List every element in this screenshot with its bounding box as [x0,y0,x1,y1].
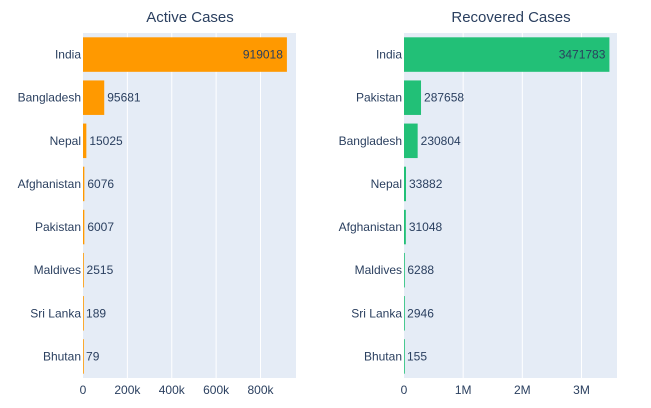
bar [404,209,406,245]
data-label: 6007 [87,220,114,234]
category-label: Nepal [50,134,81,148]
category-label: Afghanistan [339,220,402,234]
category-label: Bhutan [364,349,402,363]
category-label: Bangladesh [339,134,402,148]
category-label: Maldives [34,263,81,277]
x-tick-label: 0 [80,383,87,397]
data-label: 79 [86,349,100,363]
data-label: 230804 [421,134,461,148]
category-label: Pakistan [35,220,81,234]
plot-background [83,33,296,378]
bar [83,166,85,202]
x-tick-label: 600k [203,383,230,397]
category-label: Nepal [371,177,402,191]
category-label: Sri Lanka [351,306,402,320]
data-label: 189 [86,306,106,320]
bar [404,296,405,331]
bar [83,123,87,159]
bar [404,252,405,288]
data-label: 155 [407,349,427,363]
bar [404,166,407,202]
data-label: 2946 [407,306,434,320]
bar [83,209,85,245]
data-label: 2515 [87,263,114,277]
subplot-1: Active Cases India 919018 Bangladesh 95681 Ne… [18,9,296,397]
bar [83,37,287,72]
data-label: 95681 [107,91,141,105]
chart-title: Active Cases [146,9,234,26]
data-label: 31048 [409,220,443,234]
bar [83,252,84,288]
category-label: Afghanistan [18,177,81,191]
category-label: Maldives [355,263,402,277]
data-label: 919018 [243,48,283,62]
category-label: India [376,48,402,62]
subplot-2: Recovered Cases India 3471783 Pakistan 28765… [339,9,617,397]
category-label: Sri Lanka [30,306,81,320]
x-tick-label: 400k [159,383,186,397]
x-tick-label: 1M [455,383,472,397]
data-label: 287658 [424,91,464,105]
category-label: Bhutan [43,349,81,363]
bar [83,80,105,115]
data-label: 33882 [409,177,443,191]
x-tick-label: 3M [573,383,590,397]
bar [404,339,405,374]
bar [83,296,84,331]
bar [83,339,84,374]
data-label: 3471783 [559,48,606,62]
bar [404,37,610,72]
x-tick-label: 800k [247,383,274,397]
bar [404,123,418,159]
x-tick-label: 200k [114,383,141,397]
x-tick-label: 2M [514,383,531,397]
data-label: 6076 [87,177,114,191]
bar [404,80,422,115]
plot-background [404,33,617,378]
x-tick-label: 0 [401,383,408,397]
data-label: 6288 [407,263,434,277]
category-label: Bangladesh [18,91,81,105]
chart-title: Recovered Cases [451,9,570,26]
data-label: 15025 [89,134,123,148]
category-label: India [55,48,81,62]
category-label: Pakistan [356,91,402,105]
